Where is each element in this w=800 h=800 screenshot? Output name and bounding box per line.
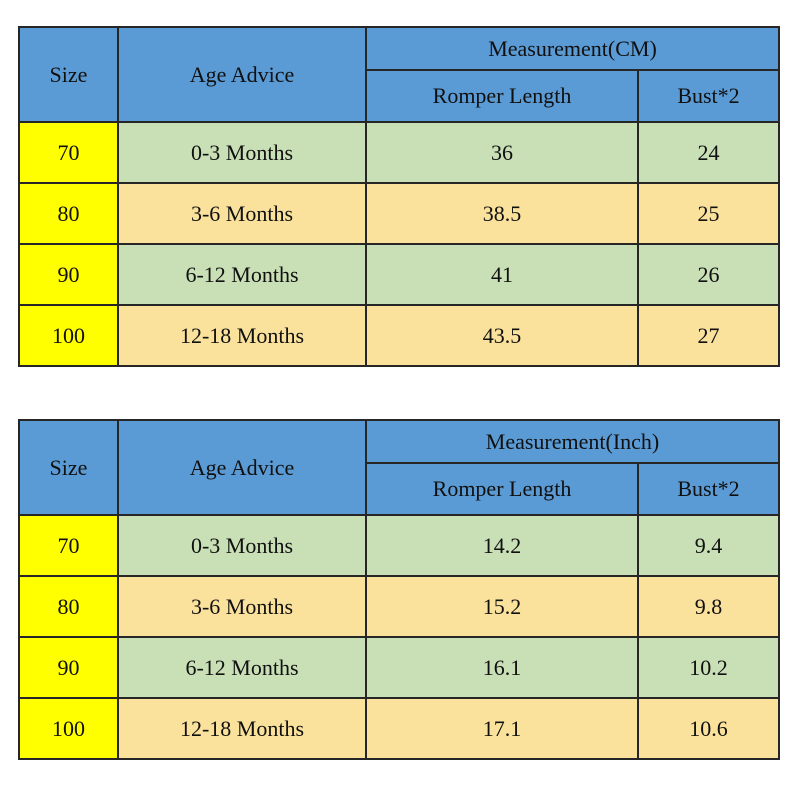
romper-length-cell: 17.1 <box>365 697 639 760</box>
age-cell: 3-6 Months <box>117 575 367 638</box>
size-column-header: Size <box>18 419 119 516</box>
size-cell: 90 <box>18 636 119 699</box>
size-cell: 100 <box>18 697 119 760</box>
size-cell: 90 <box>18 243 119 306</box>
bust-cell: 9.8 <box>636 575 781 638</box>
table-row-size-100: 100 12-18 Months 43.5 27 <box>18 304 780 367</box>
bust-column-header: Bust*2 <box>636 462 781 516</box>
age-cell: 0-3 Months <box>117 121 367 184</box>
size-chart-page: Size Age Advice Measurement(CM) Romper L… <box>18 26 781 760</box>
table-row-size-80: 80 3-6 Months 15.2 9.8 <box>18 575 781 638</box>
age-advice-column-header: Age Advice <box>117 419 367 516</box>
bust-cell: 9.4 <box>636 514 781 577</box>
header-row-top: Size Age Advice Measurement(Inch) <box>18 419 781 516</box>
age-cell: 3-6 Months <box>117 182 367 245</box>
table-row-size-70: 70 0-3 Months 36 24 <box>18 121 780 184</box>
size-chart-cm-table: Size Age Advice Measurement(CM) Romper L… <box>18 26 780 367</box>
bust-cell: 10.2 <box>636 636 781 699</box>
romper-length-cell: 38.5 <box>365 182 639 245</box>
bust-cell: 26 <box>637 243 780 306</box>
size-cell: 80 <box>18 575 119 638</box>
bust-cell: 24 <box>637 121 780 184</box>
header-row-sub: Romper Length Bust*2 <box>19 69 780 123</box>
bust-column-header: Bust*2 <box>637 69 780 123</box>
romper-length-cell: 36 <box>365 121 639 184</box>
header-row-top: Size Age Advice Measurement(CM) <box>18 26 780 123</box>
size-cell: 70 <box>18 514 119 577</box>
romper-length-cell: 14.2 <box>365 514 639 577</box>
size-cell: 70 <box>18 121 119 184</box>
bust-cell: 25 <box>637 182 780 245</box>
romper-length-cell: 43.5 <box>365 304 639 367</box>
table-row-size-90: 90 6-12 Months 41 26 <box>18 243 780 306</box>
bust-cell: 10.6 <box>636 697 781 760</box>
age-cell: 6-12 Months <box>117 243 367 306</box>
romper-length-cell: 16.1 <box>365 636 639 699</box>
age-cell: 0-3 Months <box>117 514 367 577</box>
size-cell: 100 <box>18 304 119 367</box>
measurement-inch-group-header: Measurement(Inch) <box>364 419 781 464</box>
romper-length-cell: 15.2 <box>365 575 639 638</box>
romper-length-column-header: Romper Length <box>365 462 639 516</box>
age-advice-column-header: Age Advice <box>117 26 367 123</box>
age-cell: 6-12 Months <box>117 636 367 699</box>
table-row-size-70: 70 0-3 Months 14.2 9.4 <box>18 514 781 577</box>
table-row-size-100: 100 12-18 Months 17.1 10.6 <box>18 697 781 760</box>
bust-cell: 27 <box>637 304 780 367</box>
size-chart-inch-table: Size Age Advice Measurement(Inch) Romper… <box>18 419 781 760</box>
header-row-sub: Romper Length Bust*2 <box>19 462 781 516</box>
table-row-size-90: 90 6-12 Months 16.1 10.2 <box>18 636 781 699</box>
romper-length-column-header: Romper Length <box>365 69 639 123</box>
age-cell: 12-18 Months <box>117 304 367 367</box>
size-cell: 80 <box>18 182 119 245</box>
romper-length-cell: 41 <box>365 243 639 306</box>
age-cell: 12-18 Months <box>117 697 367 760</box>
table-row-size-80: 80 3-6 Months 38.5 25 <box>18 182 780 245</box>
size-column-header: Size <box>18 26 119 123</box>
measurement-cm-group-header: Measurement(CM) <box>365 26 780 71</box>
